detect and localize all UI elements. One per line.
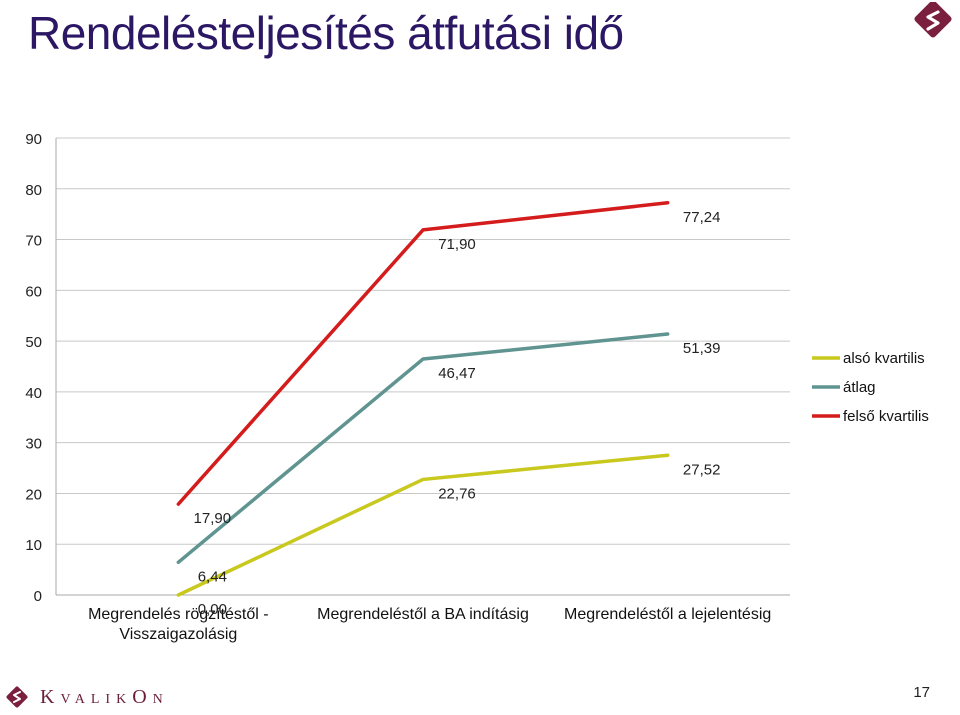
y-tick-label: 70 [25, 233, 42, 250]
legend-label: alsó kvartilis [843, 350, 925, 367]
data-label: 6,44 [198, 568, 227, 585]
y-tick-label: 80 [25, 182, 42, 199]
series-line-felső-kvartilis [176, 201, 670, 506]
x-tick-label: Megrendeléstől a BA indításig [317, 606, 529, 623]
data-label: 51,39 [683, 340, 721, 357]
kvalikon-footer-icon [6, 686, 28, 708]
x-tick-label: Megrendelés rögzítéstől -Visszaigazolási… [88, 606, 269, 643]
data-label: 46,47 [438, 365, 476, 382]
y-tick-label: 0 [34, 588, 42, 605]
kvalikon-footer-logo: KVALIKON [6, 685, 169, 709]
legend-label: felső kvartilis [843, 408, 929, 425]
y-tick-label: 10 [25, 537, 42, 554]
slide-title: Rendelésteljesítés átfutási idő [28, 7, 624, 59]
series-line-átlag [176, 332, 670, 565]
data-label: 22,76 [438, 485, 476, 502]
y-tick-label: 20 [25, 486, 42, 503]
x-tick-label: Megrendeléstől a lejelentésig [564, 606, 771, 623]
y-tick-label: 60 [25, 283, 42, 300]
y-tick-label: 30 [25, 436, 42, 453]
legend-label: átlag [843, 379, 876, 396]
series-line-alsó-kvartilis [176, 453, 670, 597]
kvalikon-wordmark: KVALIKON [40, 685, 169, 708]
data-label: 77,24 [683, 209, 721, 226]
data-label: 0,00 [198, 601, 227, 618]
y-tick-label: 50 [25, 334, 42, 351]
data-label: 27,52 [683, 461, 721, 478]
kvalikon-logo-icon [914, 2, 952, 38]
data-label: 17,90 [194, 510, 232, 527]
y-tick-label: 90 [25, 131, 42, 148]
y-tick-label: 40 [25, 385, 42, 402]
data-label: 71,90 [438, 236, 476, 253]
page-number: 17 [913, 684, 930, 701]
